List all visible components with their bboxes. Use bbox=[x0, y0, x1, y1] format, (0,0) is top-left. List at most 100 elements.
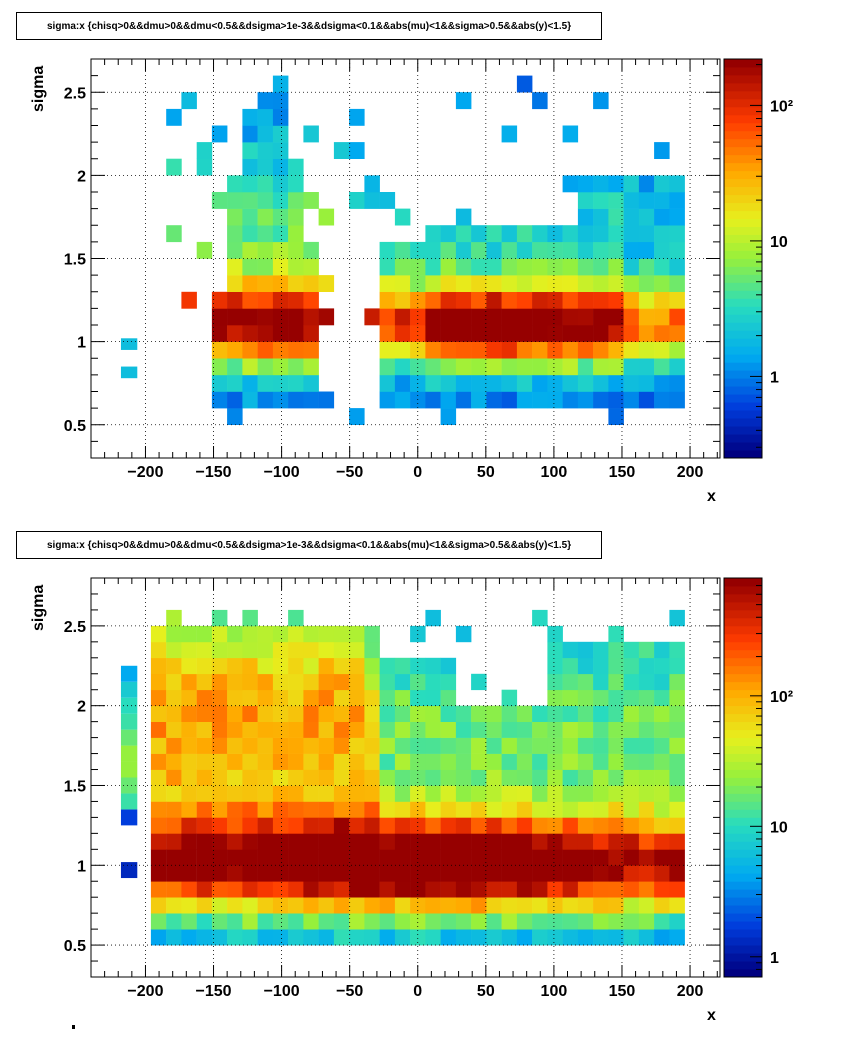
heatmap-cell bbox=[486, 225, 502, 243]
heatmap-cell bbox=[547, 374, 563, 392]
heatmap-cell bbox=[425, 881, 441, 898]
heatmap-cell bbox=[623, 881, 640, 898]
heatmap-cell bbox=[181, 817, 197, 834]
heatmap-cell bbox=[608, 881, 624, 898]
heatmap-cell bbox=[242, 769, 258, 786]
colorbar-segment bbox=[724, 434, 762, 443]
x-tick-label: −100 bbox=[264, 464, 300, 481]
heatmap-cell bbox=[669, 865, 685, 882]
heatmap-cell bbox=[272, 689, 289, 706]
heatmap-cell bbox=[242, 753, 258, 770]
heatmap-cell bbox=[166, 769, 182, 786]
heatmap-cell bbox=[272, 897, 289, 914]
heatmap-cell bbox=[425, 833, 441, 850]
heatmap-cell bbox=[440, 801, 457, 818]
heatmap-cell bbox=[364, 833, 380, 850]
heatmap-cell bbox=[562, 785, 579, 802]
heatmap-cell bbox=[257, 92, 274, 110]
heatmap-cell bbox=[455, 308, 472, 326]
heatmap-cell bbox=[272, 208, 289, 226]
heatmap-cell bbox=[166, 849, 182, 866]
chart-title-text: sigma:x {chisq>0&&dmu>0&&dmu<0.5&&dsigma… bbox=[47, 539, 572, 551]
heatmap-cell bbox=[394, 849, 411, 866]
heatmap-cell bbox=[577, 721, 594, 738]
heatmap-cell bbox=[166, 641, 182, 659]
heatmap-cell bbox=[501, 897, 518, 914]
heatmap-cell bbox=[288, 308, 304, 326]
heatmap-cell bbox=[623, 705, 640, 722]
heatmap-cell bbox=[211, 753, 228, 770]
heatmap-cell bbox=[196, 142, 213, 159]
heatmap-cell bbox=[120, 745, 138, 762]
heatmap-cell bbox=[211, 609, 228, 627]
heatmap-cell bbox=[547, 801, 563, 818]
heatmap-cell bbox=[257, 817, 274, 834]
heatmap-cell bbox=[455, 705, 472, 722]
heatmap-cell bbox=[242, 208, 258, 226]
heatmap-cell bbox=[471, 275, 487, 292]
heatmap-cell bbox=[257, 705, 274, 722]
heatmap-cell bbox=[181, 801, 197, 818]
heatmap-cell bbox=[379, 865, 396, 882]
heatmap-cell bbox=[196, 705, 213, 722]
heatmap-cell bbox=[608, 192, 624, 209]
heatmap-cell bbox=[669, 817, 685, 834]
heatmap-cell bbox=[547, 753, 563, 770]
heatmap-cell bbox=[669, 241, 685, 259]
heatmap-cell bbox=[425, 769, 441, 786]
heatmap-cell bbox=[379, 308, 396, 326]
heatmap-cell bbox=[669, 913, 685, 930]
heatmap-cell bbox=[257, 785, 274, 802]
colorbar-segment bbox=[724, 354, 762, 363]
heatmap-cell bbox=[455, 721, 472, 738]
heatmap-cell bbox=[623, 785, 640, 802]
colorbar-segment bbox=[724, 881, 762, 890]
heatmap-cell bbox=[166, 625, 182, 643]
heatmap-cell bbox=[257, 897, 274, 914]
heatmap-cell bbox=[349, 108, 365, 126]
heatmap-cell bbox=[532, 374, 548, 392]
heatmap-cell bbox=[257, 175, 274, 193]
heatmap-cell bbox=[516, 308, 533, 326]
heatmap-cell bbox=[410, 705, 426, 722]
heatmap-cell bbox=[288, 897, 304, 914]
axis-ticks bbox=[90, 577, 720, 978]
heatmap-cell bbox=[120, 366, 138, 379]
heatmap-cell bbox=[272, 258, 289, 276]
heatmap-cell bbox=[379, 721, 396, 738]
heatmap-cell bbox=[227, 374, 243, 392]
heatmap-cell bbox=[638, 325, 655, 342]
heatmap-cell bbox=[425, 291, 441, 309]
heatmap-cell bbox=[608, 225, 624, 243]
heatmap-cell bbox=[303, 641, 319, 659]
colorbar-segment bbox=[724, 298, 762, 307]
heatmap-cell bbox=[547, 391, 563, 409]
x-tick-label: −150 bbox=[196, 464, 232, 481]
heatmap-cell bbox=[547, 358, 563, 376]
heatmap-cell bbox=[669, 705, 685, 722]
heatmap-cell bbox=[486, 275, 502, 292]
heatmap-cell bbox=[379, 391, 396, 409]
heatmap-cell bbox=[227, 849, 243, 866]
heatmap-cell bbox=[181, 785, 197, 802]
heatmap-cell bbox=[654, 817, 670, 834]
heatmap-cell bbox=[577, 341, 594, 359]
heatmap-cell bbox=[303, 673, 319, 691]
heatmap-cell bbox=[379, 881, 396, 898]
heatmap-cell bbox=[669, 849, 685, 866]
heatmap-cell bbox=[516, 225, 533, 243]
colorbar-segment bbox=[724, 370, 762, 379]
heatmap-cell bbox=[577, 689, 594, 706]
heatmap-cell bbox=[638, 208, 655, 226]
heatmap-cell bbox=[364, 897, 380, 914]
heatmap-cell bbox=[120, 338, 138, 350]
heatmap-cell bbox=[608, 753, 624, 770]
heatmap-cell bbox=[150, 769, 167, 786]
heatmap-cell bbox=[425, 358, 441, 376]
colorbar-segment bbox=[724, 865, 762, 874]
heatmap-cell bbox=[150, 929, 167, 946]
colorbar-segment bbox=[724, 729, 762, 738]
heatmap-cell bbox=[425, 801, 441, 818]
heatmap-cell bbox=[242, 341, 258, 359]
heatmap-cell bbox=[394, 275, 411, 292]
